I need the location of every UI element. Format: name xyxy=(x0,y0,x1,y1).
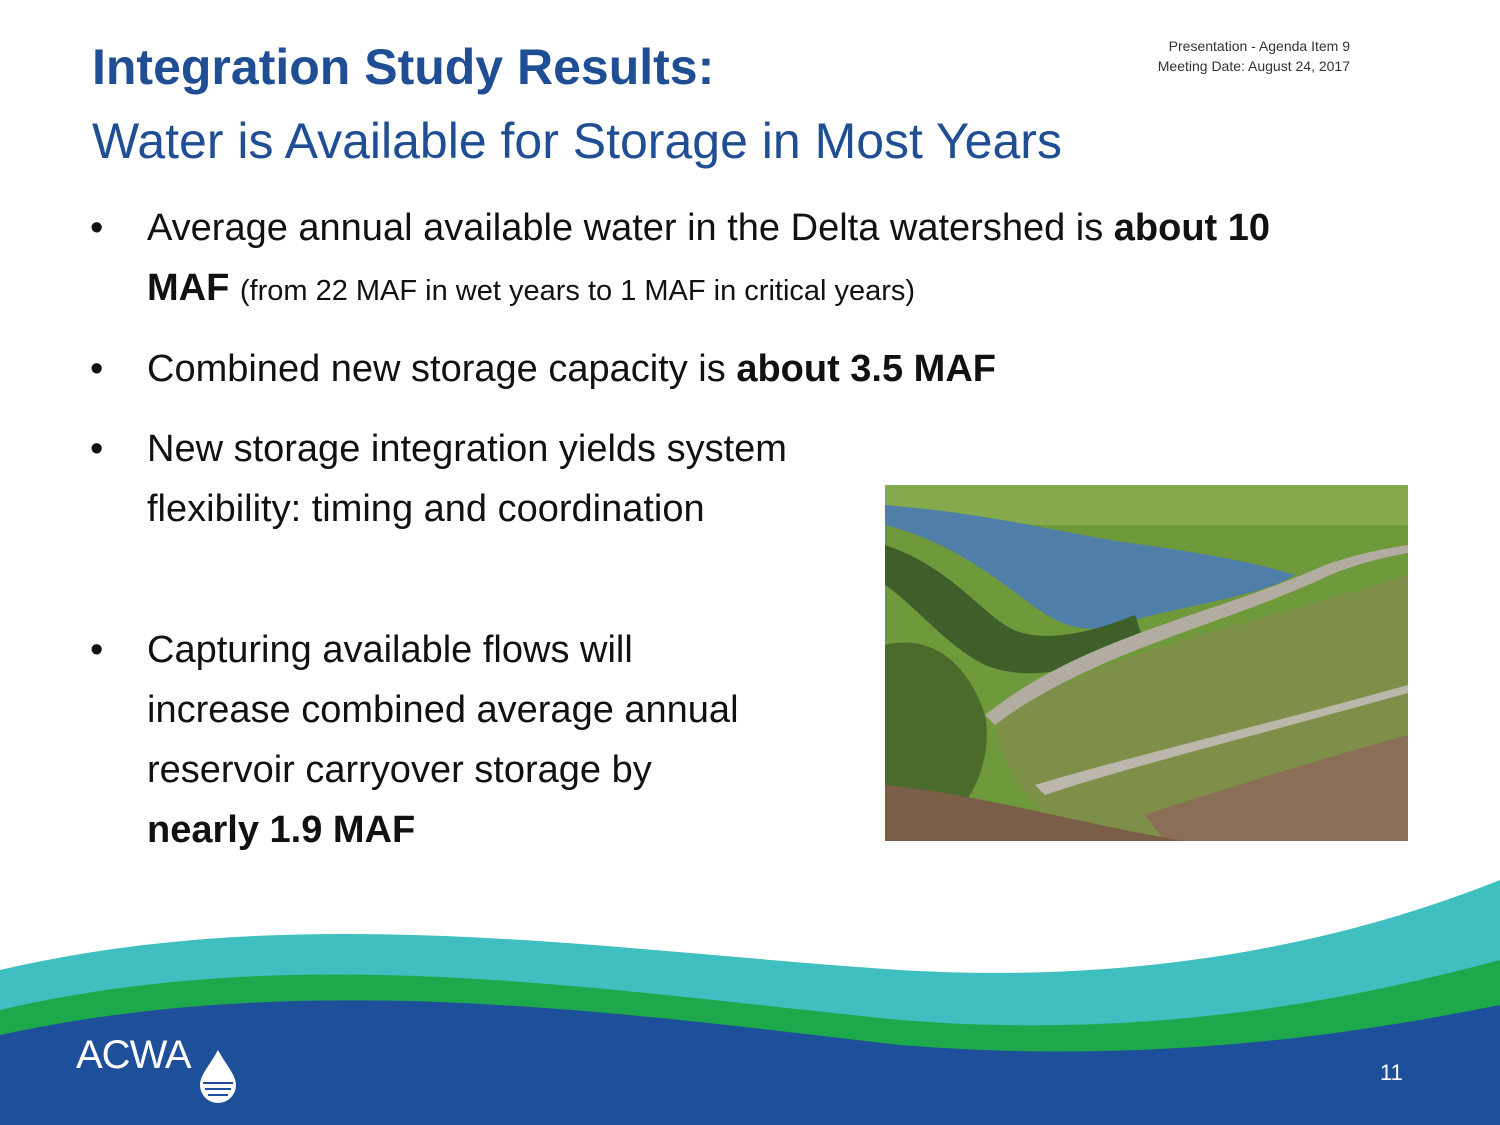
bullet-text: Combined new storage capacity is xyxy=(147,348,726,390)
bullet-note: (from 22 MAF in wet years to 1 MAF in cr… xyxy=(239,275,916,307)
bullet-text: Average annual available water in the De… xyxy=(147,207,1104,249)
landscape-photo xyxy=(885,485,1408,841)
bullet: New storage integration yields system fl… xyxy=(90,419,787,539)
header-line: Meeting Date: August 24, 2017 xyxy=(1157,58,1350,74)
bullet-bold: nearly 1.9 MAF xyxy=(147,809,416,851)
header: Presentation - Agenda Item 9 Meeting Dat… xyxy=(1158,36,1350,76)
bullet: Capturing available flows will increase … xyxy=(90,620,767,860)
bullet-bold: about 3.5 MAF xyxy=(736,348,996,390)
footer-waves xyxy=(0,880,1500,1125)
subtitle: Water is Available for Storage in Most Y… xyxy=(92,113,1062,169)
page-number: 11 xyxy=(1380,1060,1403,1085)
bullet: Combined new storage capacity is about 3… xyxy=(90,339,1347,399)
bullet-text: Capturing available flows will increase … xyxy=(147,629,739,791)
bullet-bold: about 10 MAF xyxy=(147,207,1271,309)
bullet: Average annual available water in the De… xyxy=(90,198,1327,321)
bullet-text: New storage integration yields system fl… xyxy=(147,428,787,530)
header-line: Presentation - Agenda Item 9 xyxy=(1168,38,1350,54)
logo: ACWA xyxy=(76,1033,192,1077)
title: Integration Study Results: xyxy=(92,39,715,95)
